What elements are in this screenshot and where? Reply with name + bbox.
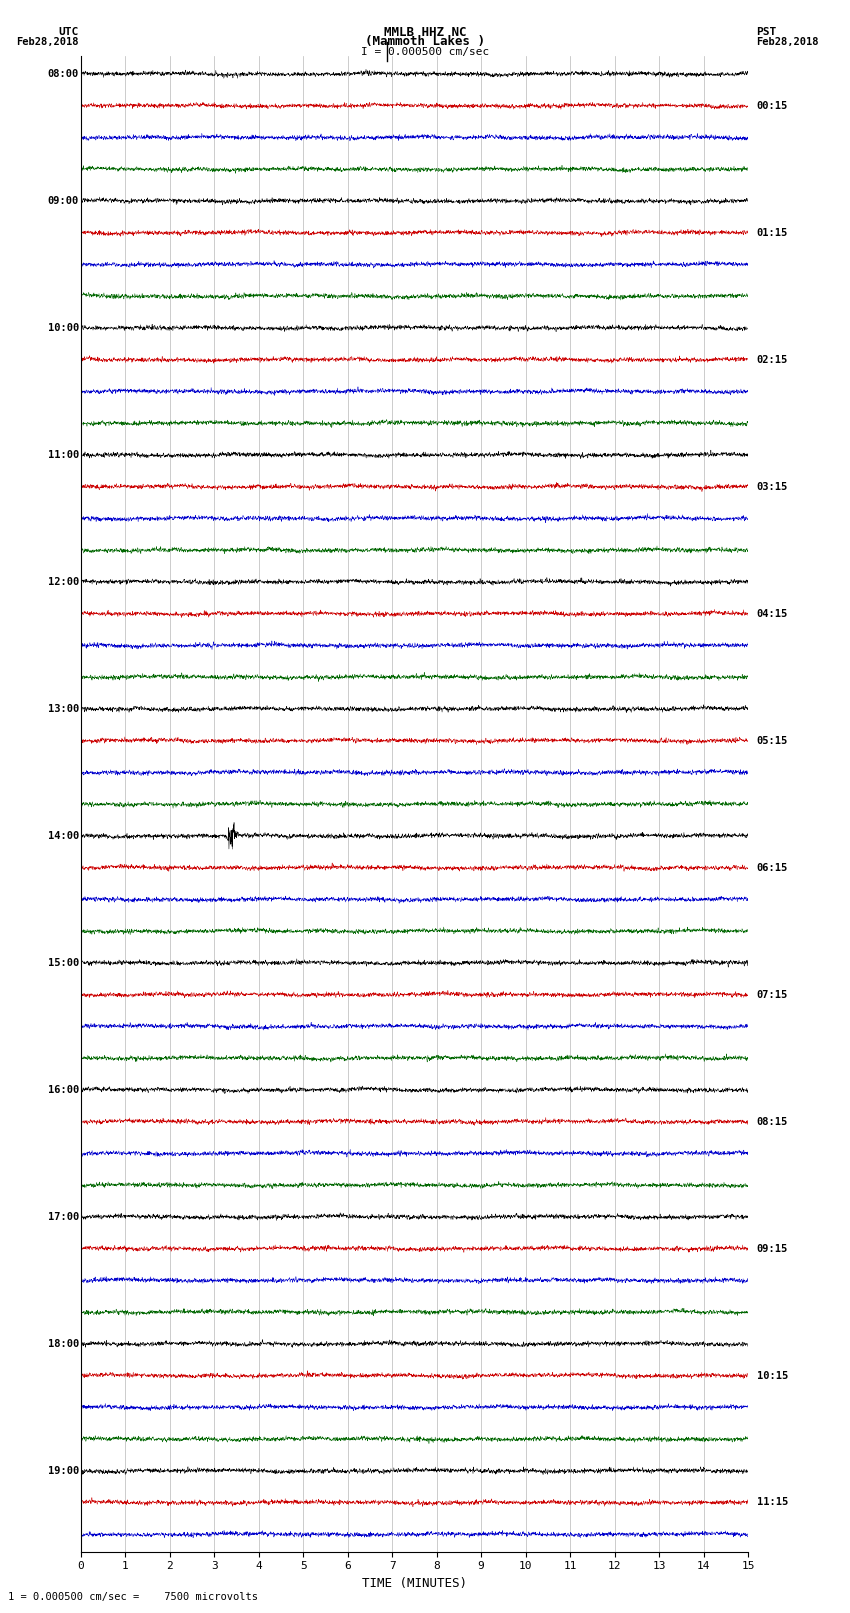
Text: PST: PST bbox=[756, 27, 777, 37]
Text: 05:15: 05:15 bbox=[756, 736, 788, 745]
Text: 00:15: 00:15 bbox=[756, 100, 788, 111]
Text: 1 = 0.000500 cm/sec =    7500 microvolts: 1 = 0.000500 cm/sec = 7500 microvolts bbox=[8, 1592, 258, 1602]
Text: 09:15: 09:15 bbox=[756, 1244, 788, 1253]
Text: 15:00: 15:00 bbox=[48, 958, 79, 968]
Text: 13:00: 13:00 bbox=[48, 703, 79, 715]
Text: 08:15: 08:15 bbox=[756, 1116, 788, 1126]
Text: 04:15: 04:15 bbox=[756, 608, 788, 619]
Text: I = 0.000500 cm/sec: I = 0.000500 cm/sec bbox=[361, 47, 489, 56]
Text: MMLB HHZ NC: MMLB HHZ NC bbox=[383, 26, 467, 39]
Text: Feb28,2018: Feb28,2018 bbox=[756, 37, 819, 47]
Text: 14:00: 14:00 bbox=[48, 831, 79, 840]
Text: Feb28,2018: Feb28,2018 bbox=[16, 37, 79, 47]
Text: 02:15: 02:15 bbox=[756, 355, 788, 365]
Text: 11:00: 11:00 bbox=[48, 450, 79, 460]
Text: 10:15: 10:15 bbox=[756, 1371, 788, 1381]
Text: 03:15: 03:15 bbox=[756, 482, 788, 492]
Text: 01:15: 01:15 bbox=[756, 227, 788, 237]
Text: 09:00: 09:00 bbox=[48, 195, 79, 206]
Text: 17:00: 17:00 bbox=[48, 1211, 79, 1221]
Text: 10:00: 10:00 bbox=[48, 323, 79, 332]
X-axis label: TIME (MINUTES): TIME (MINUTES) bbox=[362, 1578, 467, 1590]
Text: 11:15: 11:15 bbox=[756, 1497, 788, 1508]
Text: 12:00: 12:00 bbox=[48, 577, 79, 587]
Text: UTC: UTC bbox=[59, 27, 79, 37]
Text: (Mammoth Lakes ): (Mammoth Lakes ) bbox=[365, 35, 485, 48]
Text: 16:00: 16:00 bbox=[48, 1086, 79, 1095]
Text: 18:00: 18:00 bbox=[48, 1339, 79, 1348]
Text: 06:15: 06:15 bbox=[756, 863, 788, 873]
Text: 07:15: 07:15 bbox=[756, 989, 788, 1000]
Text: 19:00: 19:00 bbox=[48, 1466, 79, 1476]
Text: 08:00: 08:00 bbox=[48, 69, 79, 79]
